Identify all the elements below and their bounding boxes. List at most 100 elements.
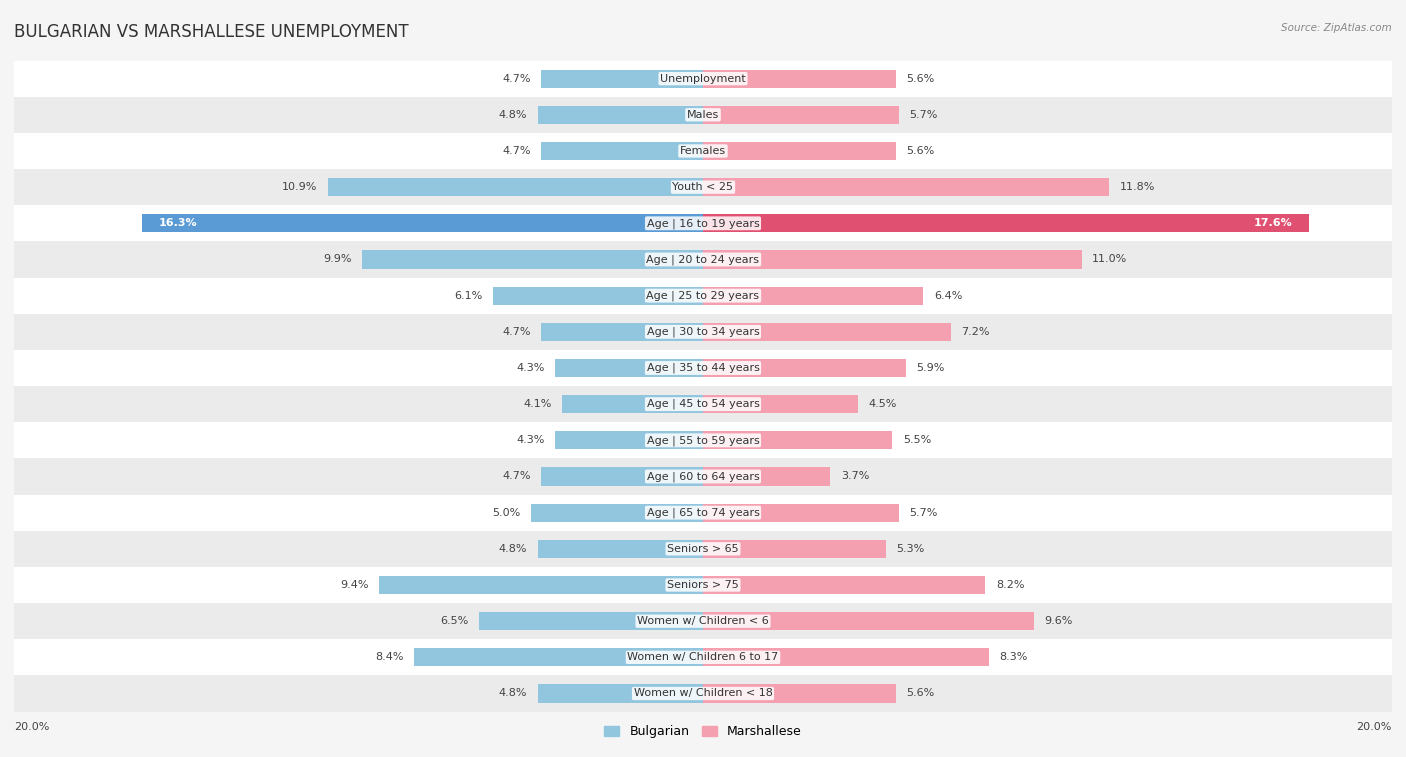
Text: Age | 60 to 64 years: Age | 60 to 64 years — [647, 472, 759, 481]
Text: Age | 20 to 24 years: Age | 20 to 24 years — [647, 254, 759, 265]
Bar — [562, 395, 703, 413]
Text: Youth < 25: Youth < 25 — [672, 182, 734, 192]
Text: 4.5%: 4.5% — [869, 399, 897, 409]
Bar — [14, 603, 1392, 639]
Text: Age | 25 to 29 years: Age | 25 to 29 years — [647, 291, 759, 301]
Bar — [479, 612, 703, 630]
Bar — [703, 648, 988, 666]
Text: Source: ZipAtlas.com: Source: ZipAtlas.com — [1281, 23, 1392, 33]
Text: Unemployment: Unemployment — [661, 73, 745, 83]
Text: 16.3%: 16.3% — [159, 218, 197, 229]
Text: 5.7%: 5.7% — [910, 508, 938, 518]
Text: Age | 55 to 59 years: Age | 55 to 59 years — [647, 435, 759, 446]
Text: 4.8%: 4.8% — [499, 689, 527, 699]
Bar — [413, 648, 703, 666]
Text: 20.0%: 20.0% — [1357, 721, 1392, 732]
Bar — [14, 241, 1392, 278]
Text: BULGARIAN VS MARSHALLESE UNEMPLOYMENT: BULGARIAN VS MARSHALLESE UNEMPLOYMENT — [14, 23, 409, 41]
Bar — [703, 431, 893, 450]
Bar — [703, 540, 886, 558]
Bar — [703, 684, 896, 702]
Text: 3.7%: 3.7% — [841, 472, 869, 481]
Text: 4.7%: 4.7% — [502, 327, 531, 337]
Text: 9.9%: 9.9% — [323, 254, 352, 264]
Text: Seniors > 75: Seniors > 75 — [666, 580, 740, 590]
Text: 4.7%: 4.7% — [502, 146, 531, 156]
Bar — [14, 97, 1392, 133]
Bar — [14, 205, 1392, 241]
Text: 7.2%: 7.2% — [962, 327, 990, 337]
Text: 4.1%: 4.1% — [523, 399, 551, 409]
Bar — [14, 61, 1392, 97]
Bar — [537, 540, 703, 558]
Text: Age | 30 to 34 years: Age | 30 to 34 years — [647, 326, 759, 337]
Bar — [14, 494, 1392, 531]
Text: 4.8%: 4.8% — [499, 544, 527, 554]
Bar — [142, 214, 703, 232]
Bar — [703, 576, 986, 594]
Text: 9.4%: 9.4% — [340, 580, 368, 590]
Text: 4.8%: 4.8% — [499, 110, 527, 120]
Bar — [14, 531, 1392, 567]
Bar — [703, 106, 900, 124]
Bar — [703, 395, 858, 413]
Text: 5.9%: 5.9% — [917, 363, 945, 373]
Bar — [14, 422, 1392, 459]
Text: 4.7%: 4.7% — [502, 472, 531, 481]
Text: Women w/ Children < 6: Women w/ Children < 6 — [637, 616, 769, 626]
Bar — [14, 350, 1392, 386]
Text: Women w/ Children < 18: Women w/ Children < 18 — [634, 689, 772, 699]
Text: 17.6%: 17.6% — [1253, 218, 1292, 229]
Bar — [703, 178, 1109, 196]
Bar — [14, 567, 1392, 603]
Text: 11.0%: 11.0% — [1092, 254, 1128, 264]
Bar — [537, 106, 703, 124]
Text: 10.9%: 10.9% — [281, 182, 318, 192]
Text: 5.6%: 5.6% — [907, 689, 935, 699]
Text: 4.3%: 4.3% — [516, 435, 544, 445]
Text: 20.0%: 20.0% — [14, 721, 49, 732]
Text: 6.4%: 6.4% — [934, 291, 962, 301]
Bar — [703, 503, 900, 522]
Text: 11.8%: 11.8% — [1119, 182, 1156, 192]
Text: Age | 45 to 54 years: Age | 45 to 54 years — [647, 399, 759, 410]
Bar — [14, 169, 1392, 205]
Bar — [14, 675, 1392, 712]
Text: Age | 35 to 44 years: Age | 35 to 44 years — [647, 363, 759, 373]
Bar — [703, 467, 831, 485]
Text: Seniors > 65: Seniors > 65 — [668, 544, 738, 554]
Bar — [14, 639, 1392, 675]
Bar — [703, 359, 907, 377]
Bar — [703, 251, 1083, 269]
Bar — [555, 431, 703, 450]
Bar — [541, 322, 703, 341]
Text: Males: Males — [688, 110, 718, 120]
Text: Age | 16 to 19 years: Age | 16 to 19 years — [647, 218, 759, 229]
Bar — [531, 503, 703, 522]
Text: 5.6%: 5.6% — [907, 73, 935, 83]
Text: Females: Females — [681, 146, 725, 156]
Bar — [703, 287, 924, 304]
Bar — [555, 359, 703, 377]
Text: Women w/ Children 6 to 17: Women w/ Children 6 to 17 — [627, 653, 779, 662]
Text: 6.1%: 6.1% — [454, 291, 482, 301]
Bar — [703, 612, 1033, 630]
Bar — [703, 322, 950, 341]
Bar — [14, 459, 1392, 494]
Bar — [361, 251, 703, 269]
Bar — [14, 386, 1392, 422]
Bar — [14, 313, 1392, 350]
Bar — [703, 142, 896, 160]
Text: 5.5%: 5.5% — [903, 435, 931, 445]
Text: 5.0%: 5.0% — [492, 508, 520, 518]
Bar — [14, 133, 1392, 169]
Legend: Bulgarian, Marshallese: Bulgarian, Marshallese — [599, 720, 807, 743]
Bar — [380, 576, 703, 594]
Text: 5.7%: 5.7% — [910, 110, 938, 120]
Text: 8.2%: 8.2% — [995, 580, 1025, 590]
Bar — [541, 467, 703, 485]
Text: 8.4%: 8.4% — [375, 653, 404, 662]
Text: 8.3%: 8.3% — [1000, 653, 1028, 662]
Text: 5.3%: 5.3% — [896, 544, 924, 554]
Bar — [494, 287, 703, 304]
